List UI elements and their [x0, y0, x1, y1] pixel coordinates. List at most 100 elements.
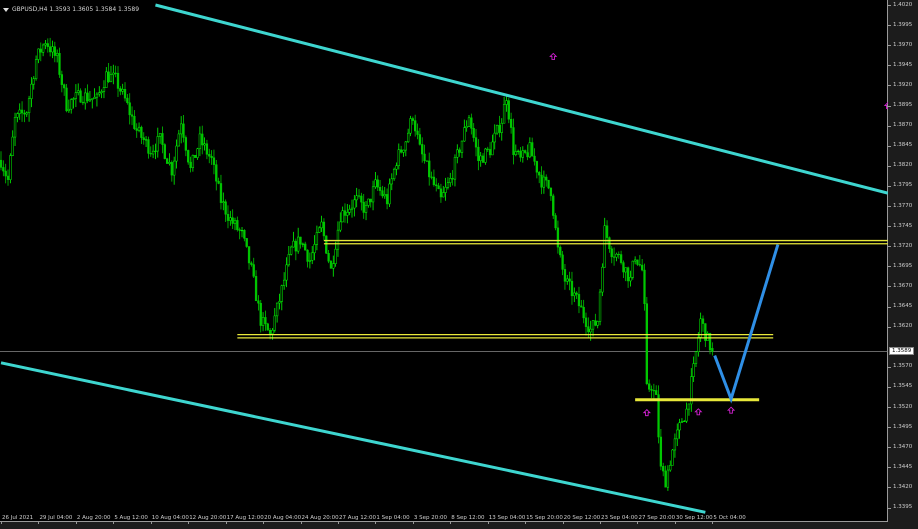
candle [378, 180, 382, 196]
candle-body [488, 149, 492, 156]
collapse-triangle-icon[interactable] [3, 7, 9, 12]
candle [460, 140, 464, 158]
candle [545, 174, 548, 187]
candle-body [91, 98, 94, 100]
candle [299, 236, 302, 249]
candle [465, 120, 468, 132]
candle [79, 88, 82, 103]
candle-body [456, 149, 459, 158]
candle [596, 320, 599, 329]
candle-body [0, 159, 3, 168]
candle-body [23, 112, 26, 115]
candle [30, 77, 33, 108]
price-tick [888, 467, 891, 469]
time-tick [300, 521, 302, 524]
candle-body [30, 83, 33, 99]
candle-body [708, 333, 712, 351]
candle [320, 215, 323, 232]
candle [151, 144, 155, 159]
candle-body [552, 195, 555, 216]
candle-body [51, 46, 54, 53]
price-chart[interactable] [0, 0, 888, 522]
candle-body [212, 157, 216, 165]
candle [385, 188, 389, 210]
candle-body [261, 317, 265, 326]
candle-body [46, 43, 49, 47]
candle [673, 433, 677, 458]
candle [4, 163, 7, 184]
candle-body [437, 185, 440, 190]
candle-body [161, 133, 164, 145]
candle [264, 310, 267, 331]
candle [254, 270, 258, 302]
candle [329, 259, 333, 269]
candle-body [156, 136, 159, 152]
candle-body [598, 291, 602, 322]
candle-body [582, 306, 585, 319]
candle [669, 460, 672, 472]
candle-body [584, 317, 588, 327]
time-tick [150, 521, 152, 524]
candle-body [245, 238, 248, 247]
candle-body [542, 176, 546, 188]
price-tick-label: 1.3570 [893, 363, 913, 370]
candle [98, 86, 101, 97]
candle-body [278, 301, 281, 304]
candle-body [313, 244, 316, 254]
candle-body [271, 329, 274, 335]
candle [563, 264, 567, 290]
candle [243, 229, 246, 242]
price-tick-label: 1.3970 [893, 41, 913, 48]
candle [495, 124, 499, 135]
time-tick [412, 521, 414, 524]
candle [322, 218, 326, 241]
price-tick [888, 487, 891, 489]
candle-body [519, 150, 522, 158]
candle-body [72, 98, 75, 100]
candle [678, 418, 681, 439]
candle [582, 299, 585, 324]
candle [633, 256, 637, 265]
candle-body [458, 149, 461, 153]
candle-body [381, 190, 384, 197]
candle-body [465, 126, 468, 128]
candle [676, 423, 679, 447]
candle-body [154, 150, 157, 152]
candle [16, 112, 19, 123]
candle [573, 287, 576, 303]
candle [619, 250, 623, 265]
candle-body [325, 235, 328, 254]
candle [439, 183, 443, 203]
candle-body [102, 87, 106, 92]
up-arrow-icon [883, 101, 888, 109]
candle [402, 149, 405, 157]
candle-body [114, 72, 117, 74]
candle-body [191, 154, 195, 168]
candle-body [39, 48, 42, 53]
candle [107, 62, 110, 84]
candle-body [355, 195, 358, 201]
candle [584, 312, 588, 336]
candle [641, 259, 644, 272]
candle-body [636, 259, 639, 265]
candle [407, 128, 410, 143]
candle-body [556, 227, 560, 248]
candle-body [575, 292, 578, 295]
candle-body [648, 383, 651, 390]
candle [355, 187, 358, 208]
candle-body [680, 421, 684, 423]
candle [612, 247, 616, 266]
time-tick [263, 521, 265, 524]
candle [491, 134, 494, 156]
price-tick-label: 1.3995 [893, 21, 913, 28]
candle [65, 84, 68, 113]
candle-body [282, 279, 286, 286]
candle [598, 288, 602, 326]
candle [348, 204, 351, 216]
candle [313, 235, 316, 261]
candle [180, 116, 183, 144]
candle-body [432, 176, 436, 186]
chart-plot-area[interactable] [0, 0, 888, 522]
candle-body [226, 214, 230, 221]
candle [615, 252, 618, 262]
